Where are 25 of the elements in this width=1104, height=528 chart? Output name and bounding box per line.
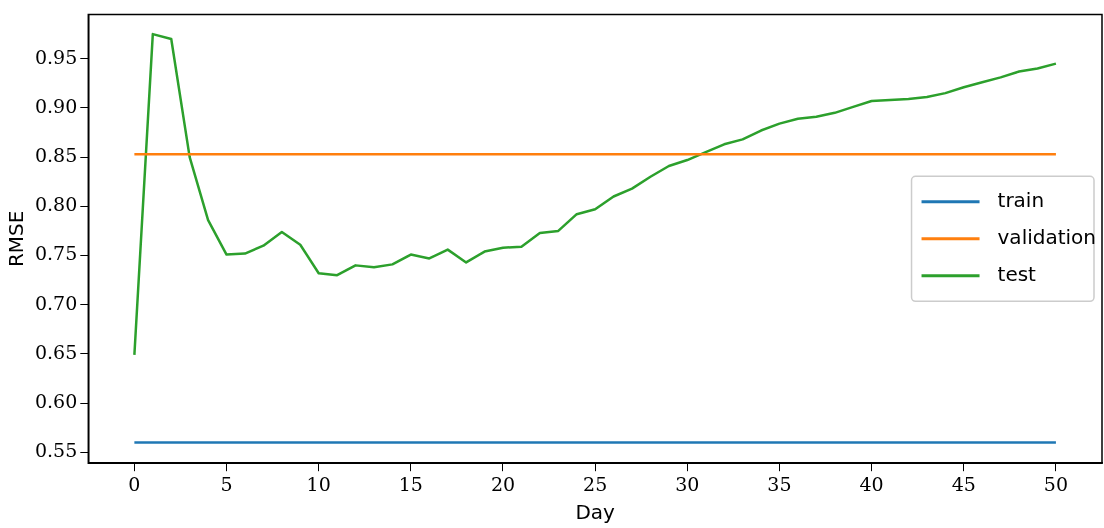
- y-tick-label: 0.55: [34, 439, 78, 462]
- x-tick-label: 20: [490, 472, 516, 495]
- y-tick-label: 0.85: [34, 144, 78, 167]
- y-tick-label: 0.80: [34, 193, 78, 216]
- y-tick-label: 0.65: [34, 340, 78, 363]
- x-tick-label: 30: [675, 472, 700, 495]
- x-tick-label: 45: [951, 472, 976, 495]
- y-tick-label: 0.95: [34, 45, 78, 68]
- legend-label: validation: [997, 225, 1096, 249]
- x-tick-label: 35: [767, 472, 792, 495]
- x-tick-label: 40: [859, 472, 884, 495]
- legend-label: train: [997, 188, 1045, 212]
- legend-label: test: [997, 262, 1037, 286]
- y-tick-label: 0.60: [34, 390, 78, 413]
- x-tick-label: 10: [306, 472, 331, 495]
- y-tick-label: 0.90: [34, 94, 78, 117]
- y-tick-label: 0.75: [34, 242, 78, 265]
- y-tick-label: 0.70: [34, 291, 78, 314]
- x-tick-label: 5: [220, 472, 233, 495]
- x-tick-label: 15: [398, 472, 423, 495]
- x-tick-label: 50: [1043, 472, 1069, 495]
- x-tick-label: 25: [583, 472, 608, 495]
- x-tick-label: 0: [128, 472, 141, 495]
- x-axis-title: Day: [575, 500, 616, 525]
- y-axis-title: RMSE: [4, 210, 29, 268]
